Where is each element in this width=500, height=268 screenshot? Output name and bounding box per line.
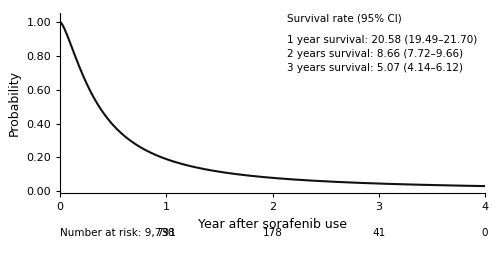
- Text: 791: 791: [156, 228, 176, 238]
- Text: 1 year survival: 20.58 (19.49–21.70)
2 years survival: 8.66 (7.72–9.66)
3 years : 1 year survival: 20.58 (19.49–21.70) 2 y…: [288, 35, 478, 73]
- X-axis label: Year after sorafenib use: Year after sorafenib use: [198, 218, 347, 230]
- Text: Survival rate (95% CI): Survival rate (95% CI): [288, 13, 402, 23]
- Text: Number at risk: 9,738: Number at risk: 9,738: [60, 228, 174, 238]
- Text: 178: 178: [262, 228, 282, 238]
- Text: 41: 41: [372, 228, 386, 238]
- Y-axis label: Probability: Probability: [8, 70, 20, 136]
- Text: 0: 0: [482, 228, 488, 238]
